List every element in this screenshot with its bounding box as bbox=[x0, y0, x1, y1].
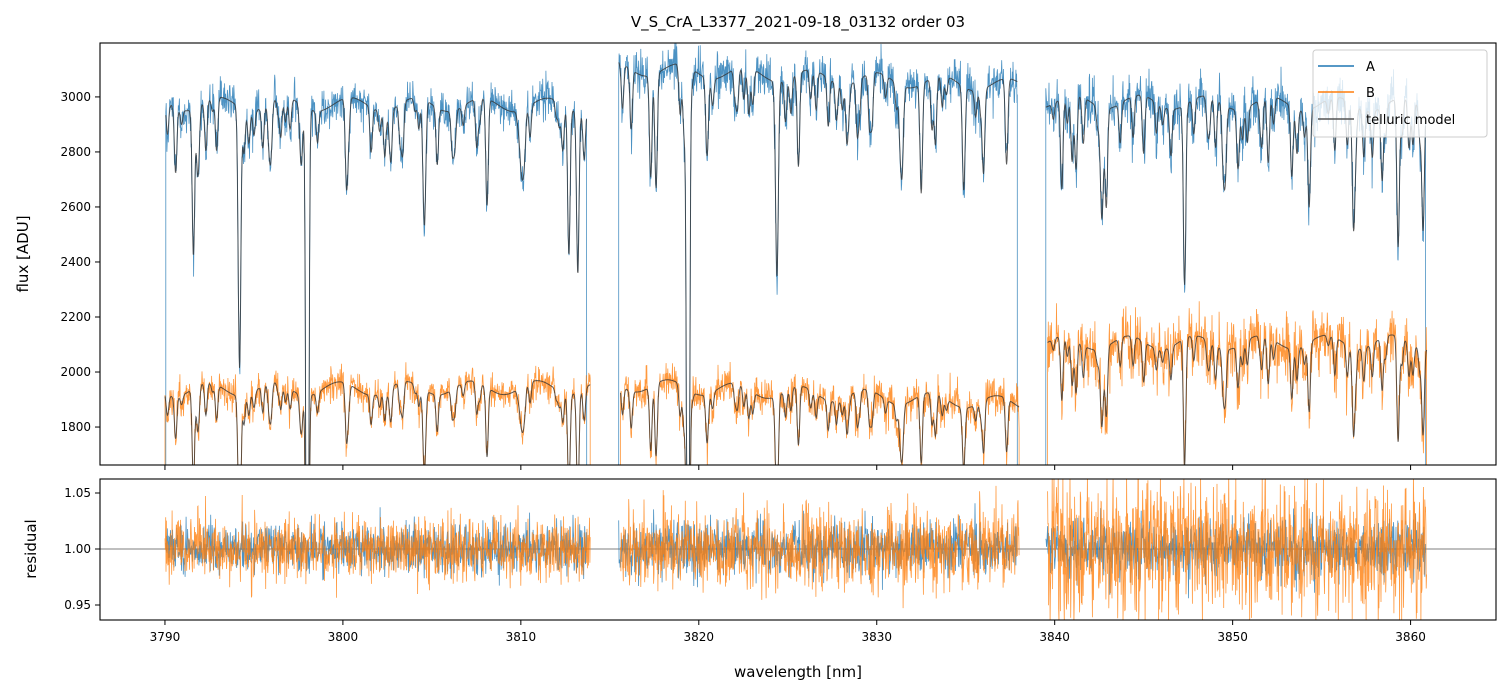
telluric-model-b-segment-2 bbox=[620, 379, 1020, 465]
flux-ytick-label: 3000 bbox=[60, 90, 91, 104]
residual-series-b-segment-3 bbox=[1047, 479, 1427, 620]
residual-series-b-segment-1 bbox=[164, 494, 591, 598]
legend: A B telluric model bbox=[1312, 49, 1488, 138]
residual-ytick-label: 0.95 bbox=[64, 598, 91, 612]
flux-ytick-label: 2200 bbox=[60, 310, 91, 324]
flux-axes-frame bbox=[99, 42, 1497, 466]
flux-ytick-label: 1800 bbox=[60, 420, 91, 434]
legend-box bbox=[1312, 49, 1488, 138]
xlabel: wavelength [nm] bbox=[734, 663, 862, 681]
xtick-label: 3810 bbox=[506, 630, 537, 644]
flux-ytick-label: 2000 bbox=[60, 365, 91, 379]
residual-ytick-label: 1.05 bbox=[64, 486, 91, 500]
xtick-label: 3850 bbox=[1217, 630, 1248, 644]
flux-series-a bbox=[165, 43, 1427, 465]
chart-title: V_S_CrA_L3377_2021-09-18_03132 order 03 bbox=[631, 13, 965, 32]
residual-series-b-segment-2 bbox=[620, 485, 1020, 609]
flux-ytick-label: 2600 bbox=[60, 200, 91, 214]
xtick-label: 3820 bbox=[684, 630, 715, 644]
xtick-label: 3800 bbox=[328, 630, 359, 644]
legend-label-b: B bbox=[1366, 86, 1375, 101]
residual-ylabel: residual bbox=[22, 519, 40, 578]
telluric-model-b-segment-3 bbox=[1047, 334, 1428, 465]
xtick-label: 3790 bbox=[150, 630, 181, 644]
telluric-model-b-segment-1 bbox=[164, 380, 591, 465]
flux-ylabel: flux [ADU] bbox=[14, 215, 32, 292]
flux-plot-area bbox=[164, 43, 1428, 465]
residual-ytick-label: 1.00 bbox=[64, 542, 91, 556]
legend-label-a: A bbox=[1366, 60, 1375, 75]
flux-ytick-label: 2800 bbox=[60, 145, 91, 159]
legend-label-model: telluric model bbox=[1366, 113, 1455, 128]
xtick-label: 3840 bbox=[1039, 630, 1070, 644]
xtick-label: 3860 bbox=[1395, 630, 1426, 644]
flux-ytick-label: 2400 bbox=[60, 255, 91, 269]
axis-ticks: 3790 3800 3810 3820 3830 3840 3850 3860 1800 2000… bbox=[60, 90, 1425, 644]
telluric-model-a-segment-1 bbox=[165, 96, 587, 465]
residual-axes-frame bbox=[99, 478, 1497, 621]
residual-plot-area bbox=[100, 479, 1496, 620]
telluric-model-a-segment-2 bbox=[618, 62, 1018, 465]
xtick-label: 3830 bbox=[861, 630, 892, 644]
